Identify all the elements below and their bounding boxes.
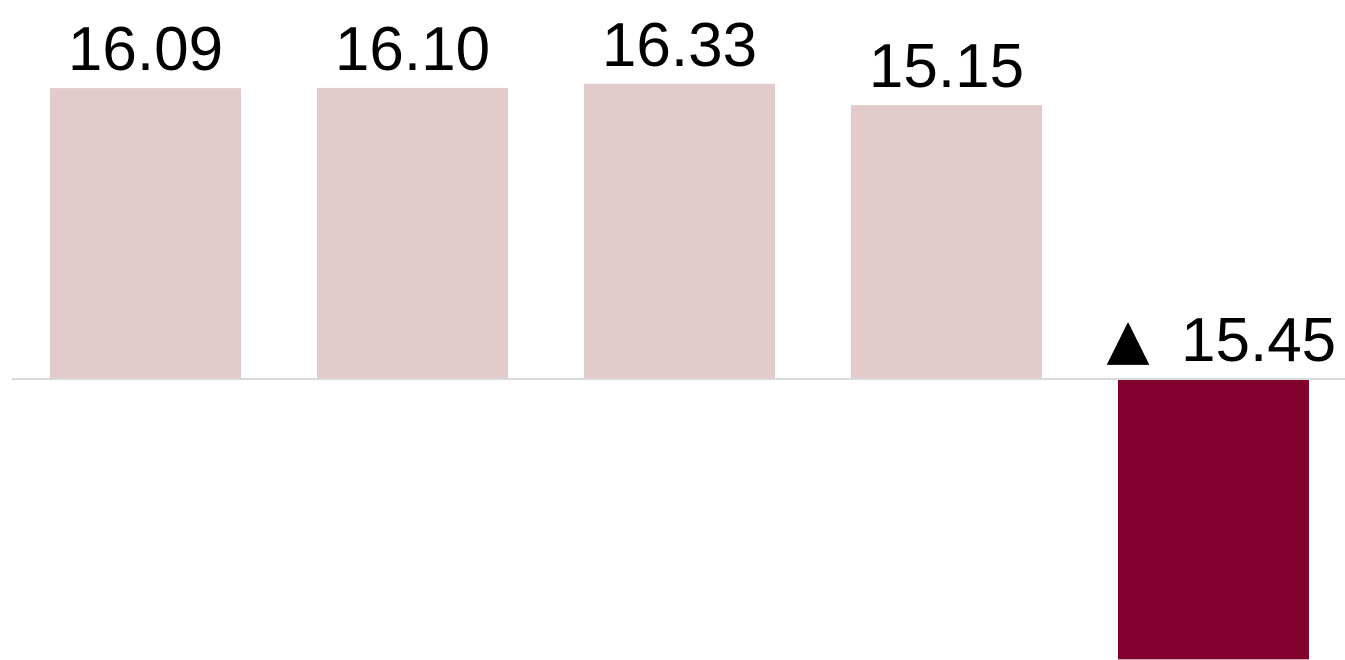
bars-layer — [50, 83, 1309, 660]
data-labels-layer: 16.09 16.10 16.33 15.15 ▲ 15.45 — [68, 11, 1336, 375]
bar-1 — [50, 88, 241, 379]
up-triangle-icon: ▲ — [1106, 307, 1149, 372]
data-label-2: 16.10 — [335, 15, 490, 84]
data-label-1: 16.09 — [68, 15, 223, 84]
bar-2 — [317, 87, 508, 380]
bar-3 — [584, 83, 775, 379]
bar-5 — [1118, 380, 1309, 660]
data-label-3: 16.33 — [602, 11, 757, 80]
data-label-4: 15.15 — [869, 32, 1024, 101]
bar-4 — [851, 105, 1042, 379]
data-label-5: 15.45 — [1181, 306, 1336, 375]
